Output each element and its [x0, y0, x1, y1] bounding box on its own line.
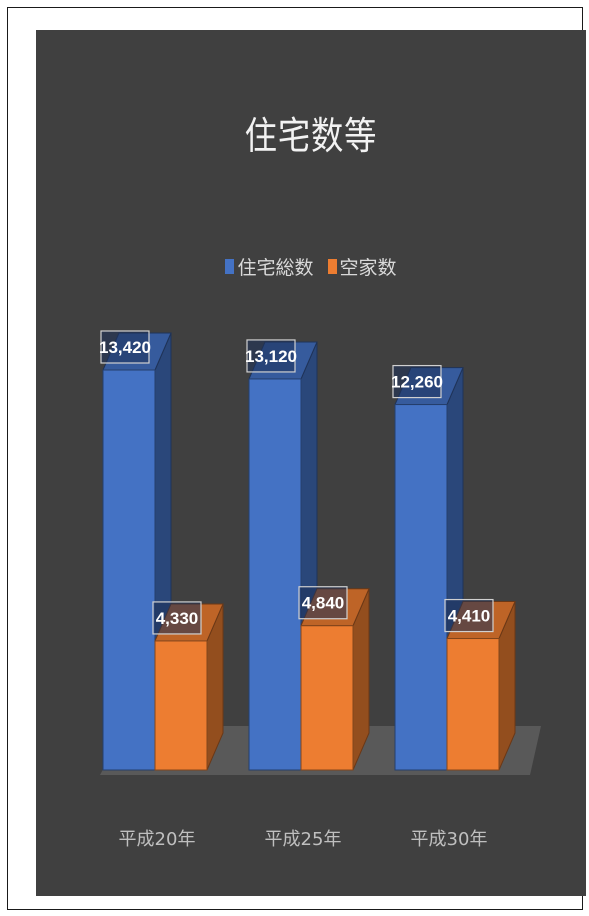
bar-1-2[interactable] — [248, 378, 302, 771]
data-label-2-2: 4,840 — [302, 594, 345, 613]
chart-area: 住宅数等 住宅総数 空家数 13,420 4,330 平成20年 13,120 4,84… — [36, 30, 586, 896]
data-label-box-2-3 — [444, 598, 494, 633]
data-label-1-2: 13,120 — [245, 347, 297, 366]
legend-label-series-2: 空家数 — [339, 257, 397, 279]
bar-2-2[interactable] — [300, 625, 354, 771]
legend-swatch-series-2 — [327, 259, 337, 274]
data-label-2-1: 4,330 — [156, 609, 199, 628]
x-tick-label-1: 平成20年 — [119, 829, 196, 850]
x-tick-label-3: 平成30年 — [411, 829, 488, 850]
bar-1-1[interactable] — [102, 369, 156, 771]
chart-title: 住宅数等 — [244, 114, 378, 158]
bar-2-3[interactable] — [446, 638, 500, 771]
bar-1-3[interactable] — [394, 404, 448, 771]
legend-swatch-series-1 — [225, 259, 235, 274]
data-label-box-2-1 — [152, 601, 202, 635]
legend-item-series-1[interactable]: 住宅総数 — [225, 253, 314, 280]
data-label-1-3: 12,260 — [391, 373, 443, 392]
data-label-1-1: 13,420 — [99, 338, 151, 357]
data-label-box-1-3 — [392, 364, 442, 399]
legend: 住宅総数 空家数 — [36, 253, 586, 280]
bar-2-1[interactable] — [154, 640, 208, 771]
legend-label-series-1: 住宅総数 — [237, 257, 314, 279]
data-label-box-1-2 — [246, 339, 296, 373]
data-label-2-3: 4,410 — [448, 607, 491, 626]
legend-item-series-2[interactable]: 空家数 — [327, 253, 397, 280]
x-tick-label-2: 平成25年 — [265, 829, 342, 850]
data-label-box-1-1 — [100, 330, 150, 364]
chart-frame: 住宅数等 住宅総数 空家数 13,420 4,330 平成20年 13,120 4,84… — [7, 7, 586, 910]
data-label-box-2-2 — [298, 586, 348, 620]
plot-area: 13,420 4,330 平成20年 13,120 4,840 平成25年 12,260 4,… — [99, 330, 541, 850]
